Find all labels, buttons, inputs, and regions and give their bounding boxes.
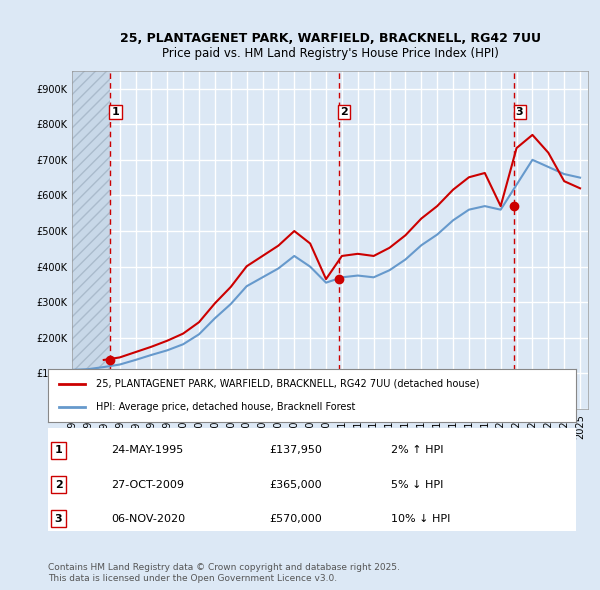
Text: 24-MAY-1995: 24-MAY-1995 <box>112 445 184 455</box>
Text: 25, PLANTAGENET PARK, WARFIELD, BRACKNELL, RG42 7UU: 25, PLANTAGENET PARK, WARFIELD, BRACKNEL… <box>119 32 541 45</box>
Text: 3: 3 <box>55 514 62 523</box>
Text: 10% ↓ HPI: 10% ↓ HPI <box>391 514 451 523</box>
Text: 5% ↓ HPI: 5% ↓ HPI <box>391 480 443 490</box>
Text: 2% ↑ HPI: 2% ↑ HPI <box>391 445 444 455</box>
Text: 1: 1 <box>112 107 119 117</box>
Text: £137,950: £137,950 <box>270 445 323 455</box>
Text: Contains HM Land Registry data © Crown copyright and database right 2025.
This d: Contains HM Land Registry data © Crown c… <box>48 563 400 583</box>
Text: 06-NOV-2020: 06-NOV-2020 <box>112 514 185 523</box>
Text: HPI: Average price, detached house, Bracknell Forest: HPI: Average price, detached house, Brac… <box>95 402 355 412</box>
Text: £365,000: £365,000 <box>270 480 322 490</box>
Text: Price paid vs. HM Land Registry's House Price Index (HPI): Price paid vs. HM Land Registry's House … <box>161 47 499 60</box>
Text: 1: 1 <box>55 445 62 455</box>
Text: 2: 2 <box>340 107 348 117</box>
Text: 27-OCT-2009: 27-OCT-2009 <box>112 480 184 490</box>
Bar <box>72 71 110 409</box>
Text: £570,000: £570,000 <box>270 514 323 523</box>
Text: 2: 2 <box>55 480 62 490</box>
Text: 3: 3 <box>516 107 523 117</box>
Text: 25, PLANTAGENET PARK, WARFIELD, BRACKNELL, RG42 7UU (detached house): 25, PLANTAGENET PARK, WARFIELD, BRACKNEL… <box>95 379 479 389</box>
